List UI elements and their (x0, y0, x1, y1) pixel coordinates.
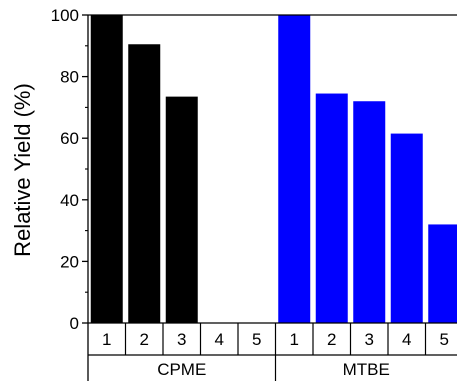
bar-cpme-2 (128, 44, 161, 323)
y-tick-label: 40 (60, 191, 79, 210)
x-category-label: 2 (327, 330, 336, 349)
x-category-layer: 1 2 3 4 5 CPME 1 2 3 4 5 MTBE (88, 323, 457, 381)
x-category-label: 4 (402, 330, 411, 349)
y-tick-label: 100 (51, 6, 79, 25)
bars-layer (90, 15, 457, 324)
x-category-label: 5 (252, 330, 261, 349)
bar-mtbe-3 (353, 101, 386, 324)
y-tick-label: 60 (60, 129, 79, 148)
x-category-label: 3 (365, 330, 374, 349)
bar-mtbe-5 (428, 224, 457, 323)
group-label-mtbe: MTBE (343, 360, 390, 379)
y-axis-title: Relative Yield (%) (10, 83, 35, 257)
bar-mtbe-1 (278, 15, 311, 323)
y-tick-label: 20 (60, 252, 79, 271)
y-tick-label: 80 (60, 68, 79, 87)
y-tick-label: 0 (70, 314, 79, 333)
x-category-label: 2 (140, 330, 149, 349)
bar-mtbe-4 (390, 133, 423, 323)
x-category-label: 5 (440, 330, 449, 349)
bar-cpme-3 (165, 96, 198, 324)
x-category-label: 1 (102, 330, 111, 349)
x-category-label: 1 (290, 330, 299, 349)
group-label-cpme: CPME (157, 360, 206, 379)
y-ticks-layer: 0 20 40 60 80 100 (51, 6, 88, 333)
x-category-label: 4 (215, 330, 224, 349)
x-category-label: 3 (177, 330, 186, 349)
bar-mtbe-2 (315, 93, 348, 323)
bar-cpme-1 (90, 15, 123, 323)
